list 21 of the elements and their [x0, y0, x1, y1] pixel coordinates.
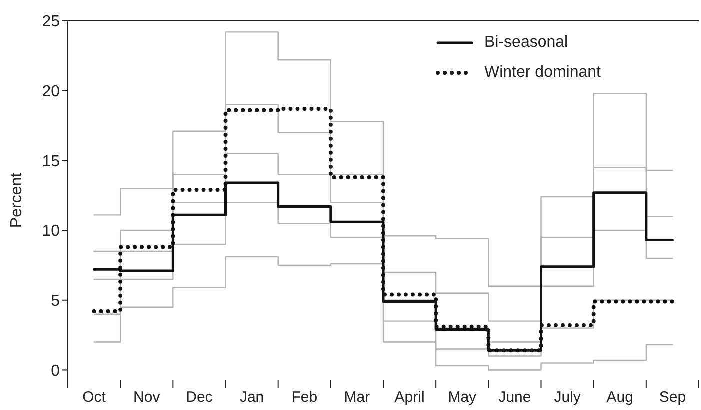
x-tick-label: Nov: [134, 389, 161, 406]
x-tick-label: Jan: [240, 389, 264, 406]
y-axis-title: Percent: [8, 172, 26, 228]
y-tick-label: 0: [51, 362, 60, 380]
x-tick-label: Oct: [82, 389, 107, 406]
x-tick-label: May: [448, 389, 478, 406]
y-tick-label: 10: [42, 223, 60, 240]
legend-label: Bi-seasonal: [484, 34, 568, 52]
y-tick-label: 15: [42, 153, 60, 170]
y-tick-label: 20: [42, 84, 60, 101]
x-tick-label: Dec: [186, 389, 214, 406]
y-tick-label: 5: [51, 293, 60, 310]
x-tick-label: July: [554, 389, 582, 406]
y-tick-label: 25: [42, 14, 60, 31]
x-tick-label: Mar: [344, 389, 370, 406]
x-tick-label: Aug: [606, 389, 634, 406]
x-tick-label: Feb: [292, 389, 318, 406]
x-tick-label: June: [498, 389, 532, 406]
legend-label: Winter dominant: [484, 64, 601, 82]
x-tick-label: April: [394, 389, 425, 406]
x-tick-label: Sep: [659, 389, 686, 406]
